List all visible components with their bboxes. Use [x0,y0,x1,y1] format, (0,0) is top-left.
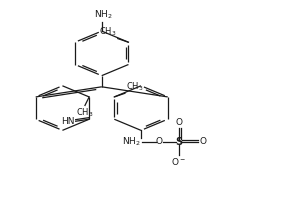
Text: O: O [156,137,163,146]
Text: S: S [175,136,182,146]
Text: CH$_3$: CH$_3$ [76,106,94,119]
Text: O: O [175,118,182,127]
Text: HN: HN [61,117,74,126]
Text: CH$_3$: CH$_3$ [126,80,144,93]
Text: CH$_3$: CH$_3$ [99,26,117,38]
Text: O: O [200,137,207,146]
Text: O$^-$: O$^-$ [171,156,186,167]
Text: NH$_2$: NH$_2$ [122,135,140,148]
Text: NH$_2$: NH$_2$ [94,8,113,21]
